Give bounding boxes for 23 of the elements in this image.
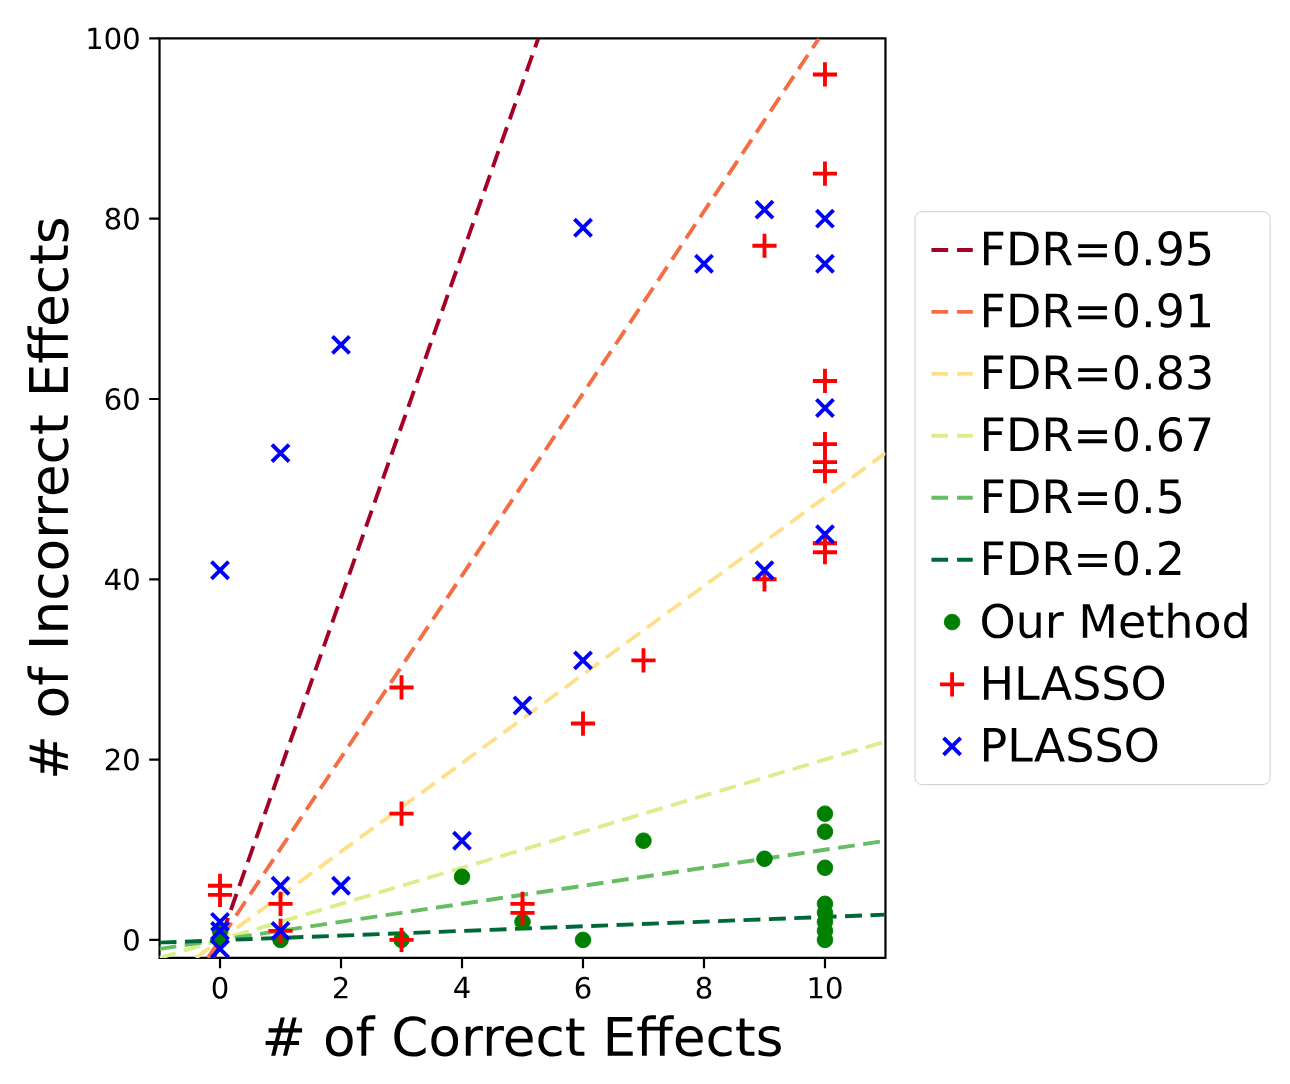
legend-label: FDR=0.5 [984,478,1181,514]
legend-label: FDR=0.91 [984,293,1210,328]
legend-label: FDR=0.83 [984,354,1211,390]
x-tick-label: 10 [809,976,842,999]
y-tick-label: 40 [105,568,139,591]
x-tick-label: 0 [212,976,228,999]
y-tick-label: 80 [105,207,139,230]
y-tick-label: 60 [105,388,139,410]
legend-label: FDR=0.67 [984,416,1211,452]
x-tick-label: 2 [333,976,348,999]
x-axis-title: # of Correct Effects [265,1015,781,1057]
y-tick-label: 0 [124,928,139,951]
y-tick-label: 20 [105,748,139,771]
y-axis-title: # of Incorrect Effects [27,219,69,776]
legend-label: Our Method [982,602,1247,639]
legend-label: FDR=0.2 [984,540,1181,576]
x-tick-label: 8 [696,976,712,999]
x-tick-label: 4 [454,976,470,998]
legend-label: HLASSO [984,665,1165,701]
x-tick-label: 6 [575,976,591,999]
legend-label: PLASSO [984,727,1158,763]
y-tick-label: 100 [88,27,139,50]
legend-label: FDR=0.95 [984,231,1211,266]
